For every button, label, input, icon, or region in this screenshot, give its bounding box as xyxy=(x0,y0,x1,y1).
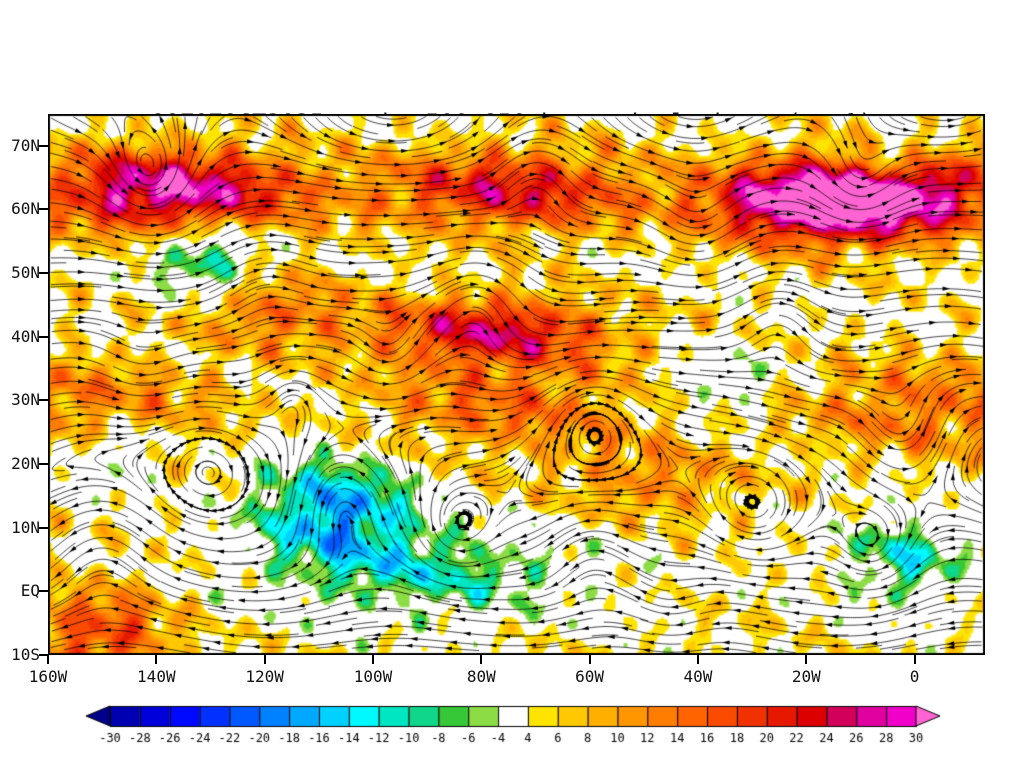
y-tick-label: 70N xyxy=(11,135,40,155)
x-tick-label: 20W xyxy=(791,667,821,686)
y-tick-label: 10N xyxy=(11,517,40,537)
map-area: 70N 60N 50N 40N 30N 20N 10N EQ 10S 160W 140W 120W 1… xyxy=(11,114,985,686)
y-tick-mark xyxy=(39,272,48,275)
y-tick-mark xyxy=(39,590,48,593)
y-tick-label: 50N xyxy=(11,263,40,283)
colorbar xyxy=(0,698,1024,754)
x-tick-mark xyxy=(913,655,916,664)
x-tick-label: 140W xyxy=(137,667,176,686)
x-tick-label: 0 xyxy=(909,667,920,686)
x-tick-mark xyxy=(155,655,158,664)
y-tick-mark xyxy=(39,654,48,656)
y-tick-mark xyxy=(39,526,48,529)
y-tick-label: EQ xyxy=(20,581,40,601)
x-tick-label: 100W xyxy=(353,667,393,686)
x-tick-mark xyxy=(263,655,266,664)
x-tick-label: 60W xyxy=(575,667,605,686)
x-tick-mark xyxy=(805,655,808,664)
y-tick-mark xyxy=(39,335,48,338)
x-tick-label: 120W xyxy=(245,667,284,686)
x-tick-mark xyxy=(47,655,49,664)
x-tick-mark xyxy=(371,655,374,664)
y-tick-mark xyxy=(39,208,48,211)
y-tick-mark xyxy=(39,463,48,466)
x-tick-mark xyxy=(696,655,699,664)
x-tick-label: 80W xyxy=(466,667,496,686)
y-tick-label: 10S xyxy=(11,645,40,664)
map-canvas xyxy=(48,114,985,655)
x-tick-label: 160W xyxy=(28,667,68,686)
y-tick-label: 40N xyxy=(11,326,40,346)
x-tick-mark xyxy=(480,655,483,664)
y-tick-label: 30N xyxy=(11,390,40,410)
x-tick-label: 40W xyxy=(683,667,713,686)
y-tick-label: 20N xyxy=(11,454,40,474)
x-tick-mark xyxy=(588,655,591,664)
y-tick-label: 60N xyxy=(11,199,40,219)
y-tick-mark xyxy=(39,399,48,402)
y-tick-mark xyxy=(39,144,48,147)
